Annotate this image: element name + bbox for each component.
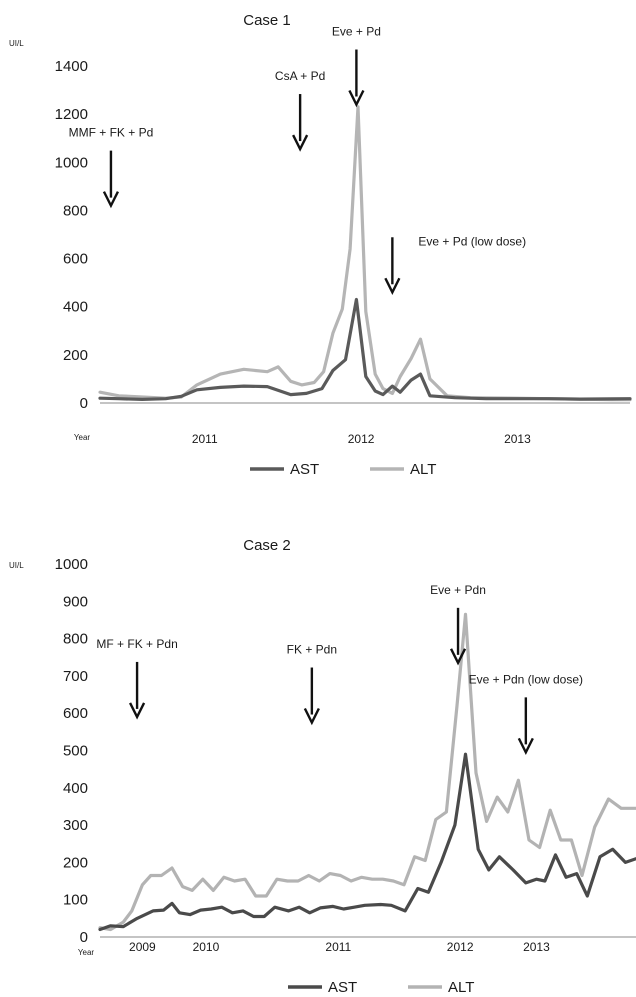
chart-case-2: Case 2 UI/L 0 100 200 300 400 500 600 700 800 900 10…: [9, 537, 636, 996]
annotation-label: Eve + Pd: [332, 25, 381, 39]
annotation-arrowhead: [384, 277, 401, 295]
y-tick-label: 900: [63, 593, 88, 610]
y-tick-label: 400: [63, 780, 88, 797]
y-unit-label: UI/L: [9, 39, 24, 48]
x-tick-label: 2011: [325, 940, 351, 954]
y-tick-label: 0: [80, 929, 88, 946]
series-line-ast: [98, 752, 636, 932]
legend-label-ast: AST: [290, 461, 319, 478]
annotation-label: Eve + Pdn: [430, 583, 486, 597]
y-unit-label: UI/L: [9, 561, 24, 570]
x-tick-label: 2009: [129, 940, 156, 954]
y-tick-label: 600: [63, 251, 88, 268]
annotation-arrowhead: [517, 737, 534, 756]
annotation-arrowhead: [129, 702, 146, 720]
y-tick-label: 300: [63, 817, 88, 834]
legend-label-alt: ALT: [448, 979, 474, 996]
annotation-arrowhead: [348, 89, 365, 108]
chart-title: Case 1: [243, 12, 291, 29]
x-tick-label: 2010: [193, 940, 220, 954]
y-tick-label: 1400: [55, 58, 88, 75]
x-tick-label: 2013: [504, 432, 531, 446]
y-tick-label: 700: [63, 668, 88, 685]
annotation-arrowhead: [292, 134, 309, 152]
x-axis-title: Year: [74, 433, 91, 442]
annotation-label: FK + Pdn: [287, 643, 337, 657]
series-line-alt: [98, 105, 632, 402]
y-tick-label: 1000: [55, 556, 88, 573]
y-tick-label: 0: [80, 395, 88, 412]
annotation-label: MMF + FK + Pd: [69, 126, 154, 140]
y-tick-label: 600: [63, 705, 88, 722]
annotation-label: CsA + Pd: [275, 69, 325, 83]
series-line-ast: [98, 297, 632, 401]
y-tick-label: 500: [63, 743, 88, 760]
series-line-alt: [98, 612, 636, 932]
chart-case-1: Case 1 UI/L 0 200 400 600 800 1000 1200 1400 Year 2…: [9, 12, 632, 478]
x-axis-title: Year: [78, 948, 95, 957]
y-tick-label: 800: [63, 631, 88, 648]
x-tick-label: 2012: [348, 432, 375, 446]
legend-label-ast: AST: [328, 979, 357, 996]
annotation-arrowhead: [102, 191, 120, 209]
annotation-label: Eve + Pd (low dose): [418, 234, 526, 248]
legend-label-alt: ALT: [410, 461, 436, 478]
y-tick-label: 200: [63, 854, 88, 871]
annotation-label: MF + FK + Pdn: [96, 637, 177, 651]
chart-title: Case 2: [243, 537, 291, 554]
annotation-arrowhead: [303, 707, 320, 726]
y-tick-label: 200: [63, 347, 88, 364]
x-tick-label: 2013: [523, 940, 550, 954]
y-tick-label: 400: [63, 299, 88, 316]
x-tick-label: 2012: [447, 940, 474, 954]
y-tick-label: 800: [63, 202, 88, 219]
annotation-label: Eve + Pdn (low dose): [469, 672, 583, 686]
y-tick-label: 1000: [55, 154, 88, 171]
x-tick-label: 2011: [192, 432, 218, 446]
y-tick-label: 100: [63, 892, 88, 909]
y-tick-label: 1200: [55, 106, 88, 123]
annotation-arrowhead: [449, 648, 467, 666]
